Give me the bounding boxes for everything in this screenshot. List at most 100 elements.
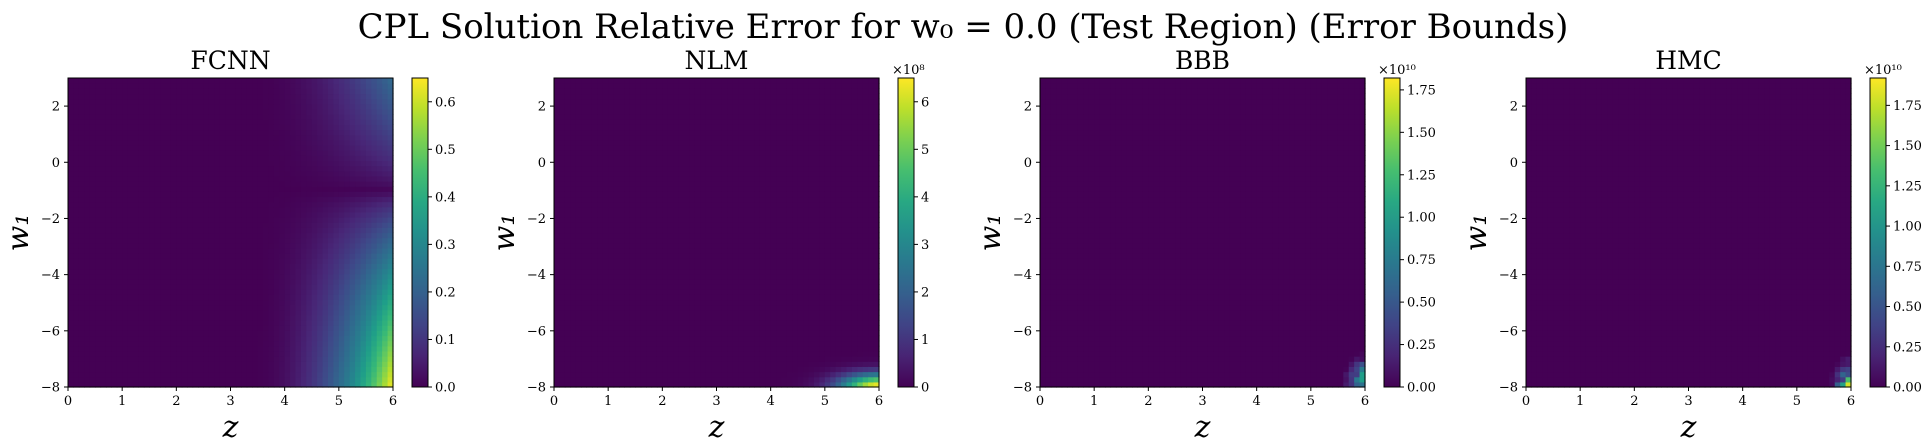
heatmap-cell	[382, 247, 389, 254]
heatmap-cell	[198, 165, 205, 172]
heatmap-cell	[84, 232, 91, 239]
heatmap-cell	[349, 201, 356, 208]
heatmap-cell	[564, 263, 571, 270]
heatmap-cell	[165, 83, 172, 89]
heatmap-cell	[667, 330, 674, 337]
heatmap-cell	[111, 217, 118, 223]
heatmap-cell	[613, 160, 620, 167]
heatmap-cell	[149, 93, 156, 100]
heatmap-cell	[203, 320, 210, 326]
heatmap-cell	[181, 160, 188, 167]
heatmap-cell	[127, 175, 134, 182]
heatmap-cell	[284, 247, 291, 254]
heatmap-cell	[149, 211, 156, 218]
heatmap-cell	[263, 78, 270, 84]
heatmap-cell	[284, 381, 291, 388]
heatmap-cell	[263, 289, 270, 295]
heatmap-cell	[602, 211, 609, 218]
heatmap-cell	[246, 381, 253, 388]
heatmap-cell	[629, 181, 636, 187]
heatmap-cell	[376, 237, 383, 244]
heatmap-cell	[602, 314, 609, 321]
heatmap-cell	[295, 83, 302, 89]
heatmap-cell	[355, 93, 362, 100]
heatmap-cell	[143, 242, 150, 249]
heatmap-cell	[160, 237, 167, 244]
heatmap-cell	[667, 181, 674, 187]
heatmap-cell	[311, 268, 318, 275]
heatmap-cell	[84, 201, 91, 208]
heatmap-cell	[279, 98, 286, 105]
heatmap-cell	[122, 144, 129, 151]
heatmap-cell	[575, 284, 582, 290]
heatmap-cell	[376, 83, 383, 89]
heatmap-cell	[214, 268, 221, 275]
heatmap-cell	[613, 124, 620, 131]
heatmap-cell	[241, 206, 248, 213]
heatmap-cell	[127, 320, 134, 326]
heatmap-cell	[646, 83, 653, 89]
heatmap-cell	[284, 232, 291, 239]
heatmap-cell	[203, 134, 210, 141]
heatmap-cell	[78, 181, 85, 187]
heatmap-cell	[263, 350, 270, 357]
heatmap-cell	[181, 165, 188, 172]
heatmap-cell	[311, 119, 318, 125]
heatmap-cell	[300, 273, 307, 280]
heatmap-cell	[284, 206, 291, 213]
heatmap-cell	[382, 196, 389, 203]
heatmap-cell	[143, 78, 150, 84]
heatmap-cell	[613, 78, 620, 84]
heatmap-cell	[68, 129, 75, 136]
heatmap-cell	[181, 227, 188, 234]
heatmap-cell	[554, 150, 561, 156]
heatmap-cell	[575, 196, 582, 203]
heatmap-cell	[176, 371, 183, 378]
heatmap-cell	[100, 320, 107, 326]
heatmap-cell	[111, 103, 118, 110]
heatmap-cell	[640, 340, 647, 347]
heatmap-cell	[602, 376, 609, 383]
heatmap-cell	[105, 376, 112, 383]
heatmap-cell	[192, 108, 199, 115]
heatmap-cell	[263, 144, 270, 151]
heatmap-cell	[662, 160, 669, 167]
heatmap-cell	[295, 309, 302, 316]
heatmap-cell	[581, 232, 588, 239]
heatmap-cell	[284, 309, 291, 316]
heatmap-cell	[149, 165, 156, 172]
heatmap-cell	[581, 160, 588, 167]
heatmap-cell	[176, 119, 183, 125]
heatmap-cell	[581, 247, 588, 254]
heatmap-cell	[376, 268, 383, 275]
heatmap-cell	[382, 98, 389, 105]
heatmap-cell	[246, 232, 253, 239]
heatmap-cell	[306, 227, 313, 234]
heatmap-cell	[608, 196, 615, 203]
heatmap-cell	[597, 186, 604, 192]
heatmap-cell	[586, 134, 593, 141]
heatmap-cell	[122, 268, 129, 275]
heatmap-cell	[208, 150, 215, 156]
heatmap-cell	[235, 345, 242, 352]
heatmap-cell	[613, 237, 620, 244]
heatmap-cell	[667, 237, 674, 244]
heatmap-cell	[143, 144, 150, 151]
heatmap-cell	[73, 278, 80, 285]
heatmap-cell	[192, 93, 199, 100]
heatmap-cell	[564, 361, 571, 367]
heatmap-cell	[317, 139, 324, 146]
heatmap-cell	[635, 206, 642, 213]
heatmap-cell	[273, 227, 280, 234]
heatmap-cell	[635, 139, 642, 146]
heatmap-cell	[100, 356, 107, 362]
heatmap-cell	[143, 170, 150, 177]
heatmap-cell	[84, 289, 91, 295]
heatmap-cell	[295, 294, 302, 301]
heatmap-cell	[581, 325, 588, 331]
heatmap-cell	[149, 314, 156, 321]
heatmap-cell	[165, 206, 172, 213]
heatmap-cell	[198, 309, 205, 316]
heatmap-cell	[306, 366, 313, 373]
heatmap-cell	[122, 129, 129, 136]
